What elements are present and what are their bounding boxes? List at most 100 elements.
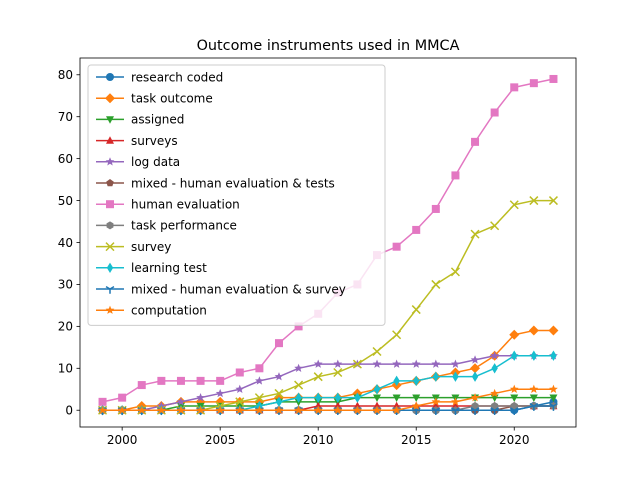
data-point xyxy=(275,396,283,408)
data-point xyxy=(98,397,107,406)
legend-entry: task performance xyxy=(96,219,237,233)
legend-entry: mixed - human evaluation & tests xyxy=(96,176,335,190)
data-point xyxy=(548,196,558,206)
data-point xyxy=(509,329,520,340)
data-point xyxy=(471,137,480,146)
data-point xyxy=(509,384,519,393)
data-point xyxy=(176,397,186,406)
data-point xyxy=(106,73,114,81)
data-point xyxy=(392,394,401,403)
data-point xyxy=(431,204,440,213)
axes: 2000 2005 2010 2015 2020 0 10 20 30 40 50 60 70 80 xyxy=(58,57,577,447)
legend-label: surveys xyxy=(131,134,178,148)
data-point xyxy=(215,388,225,398)
data-point xyxy=(549,74,558,83)
data-point xyxy=(511,350,518,361)
data-point xyxy=(451,171,460,180)
data-point xyxy=(106,200,114,209)
legend-label: task performance xyxy=(131,219,237,233)
data-point xyxy=(235,397,245,407)
data-point xyxy=(274,339,283,348)
data-point xyxy=(372,359,382,368)
legend-entry: task outcome xyxy=(96,92,213,106)
data-point xyxy=(333,401,342,410)
y-tick-label: 20 xyxy=(58,320,73,334)
data-point xyxy=(529,394,538,403)
data-point xyxy=(353,401,362,410)
data-point xyxy=(196,405,205,414)
data-point xyxy=(137,405,147,414)
data-point xyxy=(105,93,115,104)
y-tick-label: 10 xyxy=(58,362,73,376)
data-point xyxy=(196,376,205,385)
x-tick-label: 2020 xyxy=(499,433,530,447)
data-point xyxy=(490,351,500,360)
y-tick-label: 60 xyxy=(58,152,73,166)
data-point xyxy=(157,376,166,385)
data-point xyxy=(106,262,114,273)
data-point xyxy=(176,405,186,414)
data-point xyxy=(431,401,440,410)
data-point xyxy=(105,305,115,314)
legend-label: task outcome xyxy=(131,92,213,106)
x-tick-label: 2015 xyxy=(401,433,432,447)
data-point xyxy=(452,371,459,382)
data-point xyxy=(431,279,441,289)
data-point xyxy=(550,350,557,361)
data-point xyxy=(411,359,421,368)
data-point xyxy=(196,393,205,402)
data-point xyxy=(392,401,401,410)
data-point xyxy=(529,384,539,393)
data-point xyxy=(528,325,539,336)
data-point xyxy=(431,359,441,368)
y-tick-label: 0 xyxy=(65,404,73,418)
data-point xyxy=(451,401,460,410)
data-point xyxy=(333,405,343,414)
data-point xyxy=(451,359,460,368)
data-point xyxy=(431,397,441,406)
data-point xyxy=(294,363,303,373)
data-point xyxy=(274,405,284,414)
data-point xyxy=(392,330,402,340)
data-point xyxy=(235,368,244,377)
data-point xyxy=(411,401,421,410)
data-point xyxy=(470,229,480,239)
data-point xyxy=(105,285,115,294)
data-point xyxy=(490,108,499,117)
data-point xyxy=(392,405,401,414)
data-point xyxy=(491,402,499,411)
data-point xyxy=(411,305,421,315)
legend-entry: mixed - human evaluation & survey xyxy=(96,282,346,296)
data-point xyxy=(313,405,323,414)
data-point xyxy=(105,242,115,252)
data-point xyxy=(313,372,323,382)
data-point xyxy=(529,196,539,206)
data-point xyxy=(490,388,500,398)
data-point xyxy=(274,372,284,381)
legend-label: mixed - human evaluation & survey xyxy=(131,282,346,296)
y-tick-label: 30 xyxy=(58,278,73,292)
legend-label: research coded xyxy=(131,70,223,84)
data-point xyxy=(294,322,303,331)
legend-entry: survey xyxy=(96,240,171,254)
data-point xyxy=(176,376,185,385)
data-point xyxy=(470,393,480,402)
legend-entry: log data xyxy=(96,155,180,169)
data-point xyxy=(471,371,479,382)
data-point xyxy=(510,394,519,403)
data-point xyxy=(412,225,421,234)
data-point xyxy=(255,364,264,373)
x-tick-label: 2000 xyxy=(107,433,138,447)
data-point xyxy=(412,394,421,403)
data-point xyxy=(235,405,245,414)
data-point xyxy=(354,392,361,403)
x-tick-label: 2010 xyxy=(303,433,334,447)
data-point xyxy=(118,393,127,402)
data-point xyxy=(549,402,558,411)
data-point xyxy=(490,221,500,231)
data-point xyxy=(372,346,382,357)
data-point xyxy=(235,384,245,393)
data-point xyxy=(314,401,323,410)
data-point xyxy=(156,405,166,414)
